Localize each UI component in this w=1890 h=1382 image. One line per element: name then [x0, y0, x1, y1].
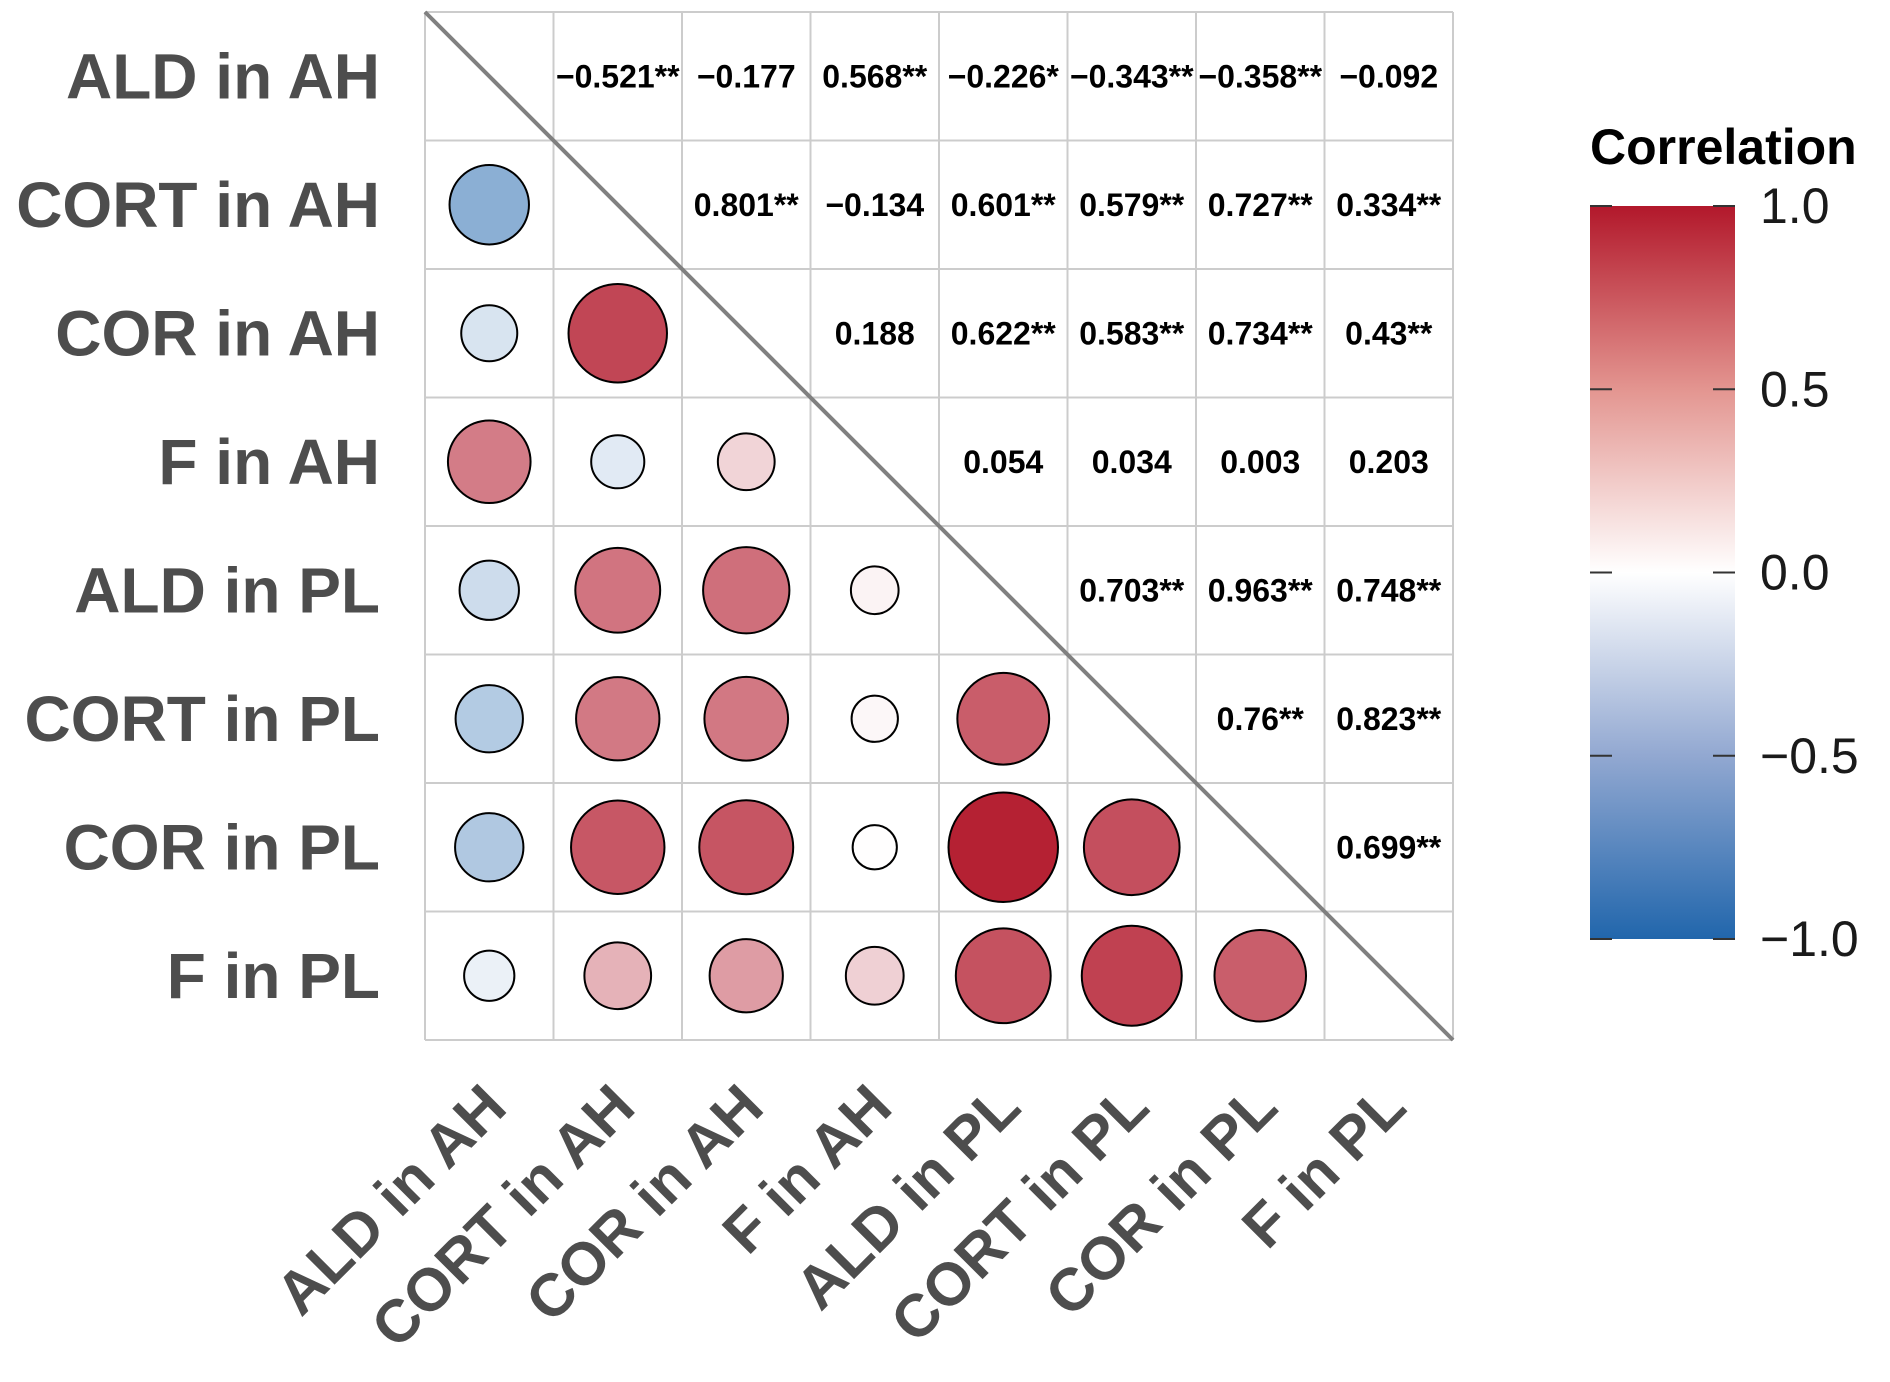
corr-value-cor-in-ah-vs-cor-in-pl: 0.734** [1208, 315, 1314, 351]
legend-tick-label: −0.5 [1760, 728, 1859, 784]
diagonal-line [423, 10, 1455, 1042]
corr-value-f-in-ah-vs-ald-in-pl: 0.054 [963, 444, 1043, 480]
legend-tick-label: 0.5 [1760, 361, 1830, 417]
y-label-f-in-pl: F in PL [167, 940, 380, 1012]
corr-circle-cort-in-pl-vs-cor-in-ah [703, 675, 790, 762]
legend-tick-label: −1.0 [1760, 911, 1859, 967]
corr-value-ald-in-pl-vs-f-in-pl: 0.748** [1336, 572, 1442, 608]
corr-value-f-in-ah-vs-cort-in-pl: 0.034 [1092, 444, 1172, 480]
legend-title: Correlation [1590, 119, 1857, 175]
corr-circle-f-in-ah-vs-ald-in-ah [446, 419, 532, 505]
corr-value-f-in-ah-vs-cor-in-pl: 0.003 [1220, 444, 1300, 480]
corr-circle-f-in-ah-vs-cort-in-ah [590, 434, 646, 490]
corr-value-cor-in-ah-vs-f-in-ah: 0.188 [835, 315, 915, 351]
value-labels: −0.521** −0.177 0.568** −0.226* −0.343** −0.3… [556, 58, 1442, 865]
corr-value-ald-in-pl-vs-cor-in-pl: 0.963** [1208, 572, 1314, 608]
y-label-ald-in-pl: ALD in PL [74, 554, 380, 626]
corr-circle-f-in-pl-vs-cort-in-ah [583, 941, 653, 1011]
y-label-cor-in-pl: COR in PL [64, 811, 380, 883]
corr-circle-f-in-ah-vs-cor-in-ah [716, 432, 776, 492]
corr-circle-cort-in-pl-vs-ald-in-ah [454, 684, 524, 754]
corr-value-ald-in-ah-vs-cort-in-ah: −0.521** [556, 58, 680, 94]
corr-circle-cor-in-pl-vs-cort-in-ah [570, 799, 666, 895]
corr-circle-f-in-pl-vs-cor-in-ah [708, 938, 784, 1014]
corr-value-cort-in-ah-vs-cor-in-ah: 0.801** [694, 187, 800, 223]
corr-circle-ald-in-pl-vs-cort-in-ah [574, 546, 662, 634]
corr-value-cort-in-ah-vs-f-in-ah: −0.134 [825, 187, 924, 223]
corr-circle-cor-in-pl-vs-cor-in-ah [698, 799, 795, 896]
y-axis-labels: ALD in AH CORT in AH COR in AH F in AH ALD i… [16, 40, 380, 1012]
y-label-cor-in-ah: COR in AH [55, 297, 380, 369]
corr-circle-cort-in-pl-vs-ald-in-pl [956, 671, 1051, 766]
corr-circle-f-in-pl-vs-f-in-ah [844, 945, 905, 1006]
legend-colorbar [1590, 206, 1735, 939]
corr-circle-cor-in-pl-vs-f-in-ah [851, 824, 898, 871]
corr-value-f-in-ah-vs-f-in-pl: 0.203 [1349, 444, 1429, 480]
corr-value-cor-in-ah-vs-ald-in-pl: 0.622** [951, 315, 1057, 351]
legend-tick-label: 0.0 [1760, 545, 1830, 601]
corr-circle-f-in-pl-vs-ald-in-pl [954, 927, 1052, 1025]
corr-value-cort-in-pl-vs-cor-in-pl: 0.76** [1217, 701, 1305, 737]
corr-value-cort-in-ah-vs-f-in-pl: 0.334** [1336, 187, 1442, 223]
corr-value-ald-in-ah-vs-cor-in-ah: −0.177 [697, 58, 796, 94]
corr-value-ald-in-ah-vs-ald-in-pl: −0.226* [948, 58, 1060, 94]
diagonal [423, 10, 1455, 1042]
corr-circle-cor-in-ah-vs-ald-in-ah [460, 304, 519, 363]
corr-value-ald-in-ah-vs-f-in-ah: 0.568** [822, 58, 928, 94]
corr-value-cor-in-pl-vs-f-in-pl: 0.699** [1336, 829, 1442, 865]
corr-value-ald-in-pl-vs-cort-in-pl: 0.703** [1079, 572, 1185, 608]
corr-circle-ald-in-pl-vs-f-in-ah [849, 565, 900, 616]
corr-value-cor-in-ah-vs-cort-in-pl: 0.583** [1079, 315, 1185, 351]
corr-circle-cort-in-pl-vs-cort-in-ah [575, 676, 661, 762]
legend: Correlation 1.0 0.5 0.0 −0.5 −1.0 [1590, 119, 1859, 967]
corr-value-cort-in-ah-vs-ald-in-pl: 0.601** [951, 187, 1057, 223]
corr-circle-cort-in-pl-vs-f-in-ah [850, 694, 899, 743]
corr-value-cort-in-ah-vs-cort-in-pl: 0.579** [1079, 187, 1185, 223]
y-label-ald-in-ah: ALD in AH [66, 40, 380, 112]
corr-value-cort-in-pl-vs-f-in-pl: 0.823** [1336, 701, 1442, 737]
corr-circle-cor-in-pl-vs-cort-in-pl [1082, 798, 1181, 897]
corr-circle-cor-in-pl-vs-ald-in-ah [454, 812, 525, 883]
y-label-cort-in-ah: CORT in AH [16, 169, 380, 241]
circle-markers [446, 164, 1308, 1027]
corr-circle-f-in-pl-vs-cort-in-pl [1080, 924, 1183, 1027]
corr-circle-cor-in-pl-vs-ald-in-pl [947, 791, 1059, 903]
corr-circle-ald-in-pl-vs-ald-in-ah [458, 559, 520, 621]
legend-tick-label: 1.0 [1760, 178, 1830, 234]
corr-value-ald-in-ah-vs-cort-in-pl: −0.343** [1070, 58, 1194, 94]
corr-value-cort-in-ah-vs-cor-in-pl: 0.727** [1208, 187, 1314, 223]
corr-value-cor-in-ah-vs-f-in-pl: 0.43** [1345, 315, 1433, 351]
grid [424, 11, 1454, 1041]
corr-circle-cort-in-ah-vs-ald-in-ah [448, 164, 530, 246]
corr-circle-ald-in-pl-vs-cor-in-ah [702, 546, 791, 635]
corr-circle-f-in-pl-vs-ald-in-ah [463, 949, 516, 1002]
corr-value-ald-in-ah-vs-f-in-pl: −0.092 [1339, 58, 1438, 94]
y-label-cort-in-pl: CORT in PL [24, 683, 380, 755]
corr-value-ald-in-ah-vs-cor-in-pl: −0.358** [1198, 58, 1322, 94]
corr-circle-cor-in-ah-vs-cort-in-ah [567, 283, 668, 384]
corr-circle-f-in-pl-vs-cor-in-pl [1213, 928, 1308, 1023]
y-label-f-in-ah: F in AH [158, 426, 380, 498]
